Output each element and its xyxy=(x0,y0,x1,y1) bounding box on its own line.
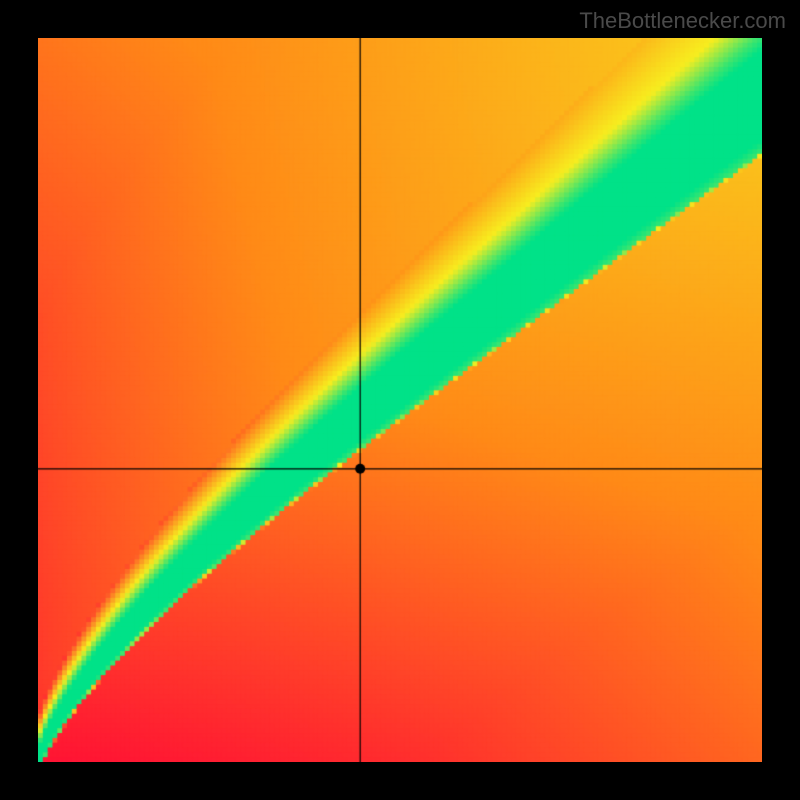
watermark-text: TheBottlenecker.com xyxy=(579,8,786,34)
chart-container: TheBottlenecker.com xyxy=(0,0,800,800)
bottleneck-heatmap xyxy=(38,38,762,762)
